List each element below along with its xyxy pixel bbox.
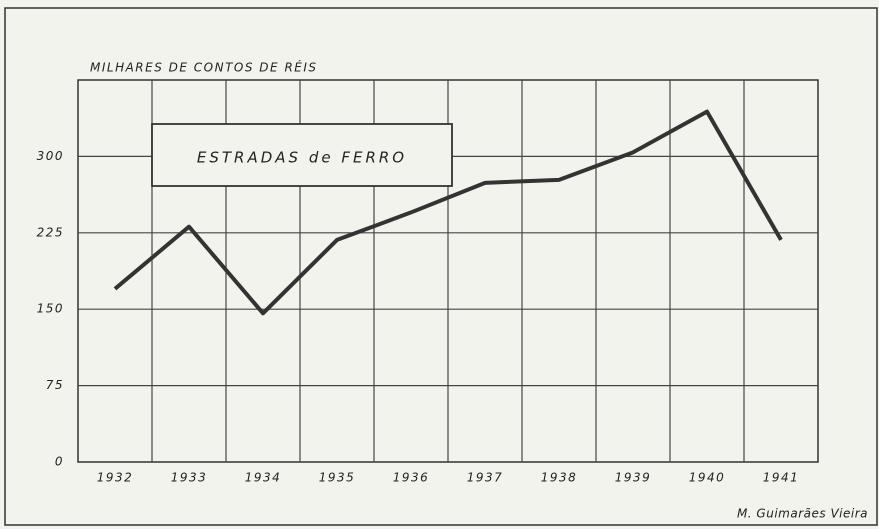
- y-tick-label: 0: [55, 455, 64, 469]
- x-tick-label: 1939: [615, 471, 652, 485]
- legend-box: [151, 123, 453, 187]
- x-tick-label: 1936: [393, 471, 430, 485]
- y-axis-label: MILHARES DE CONTOS DE RÉIS: [90, 60, 318, 75]
- x-tick-label: 1937: [467, 471, 504, 485]
- y-tick-label: 150: [37, 302, 64, 316]
- x-tick-label: 1940: [689, 471, 726, 485]
- x-tick-label: 1934: [245, 471, 282, 485]
- legend-label: ESTRADAS de FERRO: [197, 149, 407, 167]
- x-tick-label: 1933: [171, 471, 208, 485]
- y-tick-label: 225: [37, 225, 64, 239]
- data-line: [113, 109, 783, 316]
- credit: M. Guimarães Vieira: [737, 507, 868, 521]
- y-tick-label: 300: [37, 149, 64, 163]
- x-tick-label: 1932: [97, 471, 134, 485]
- x-tick-label: 1938: [541, 471, 578, 485]
- x-tick-label: 1935: [319, 471, 356, 485]
- x-tick-label: 1941: [763, 471, 800, 485]
- frame: [4, 7, 878, 526]
- y-tick-label: 75: [46, 378, 64, 392]
